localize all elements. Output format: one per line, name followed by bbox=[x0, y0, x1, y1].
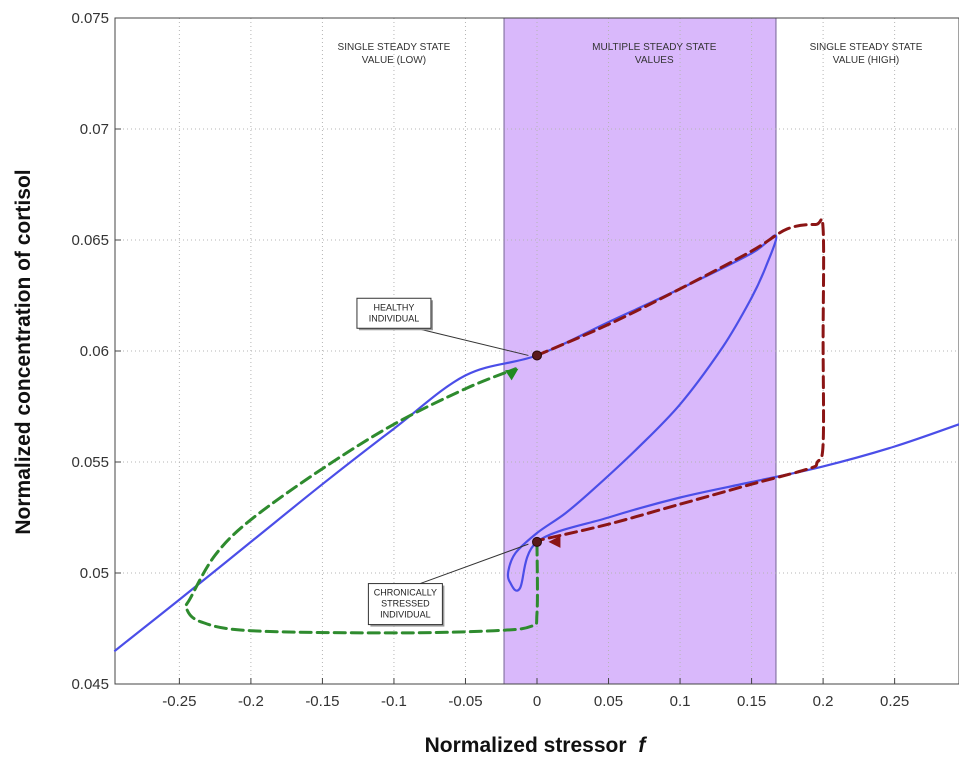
callout-leader-line bbox=[420, 543, 529, 585]
markers-layer bbox=[532, 350, 542, 547]
dashed-trajectory-line bbox=[535, 217, 826, 542]
region-label: VALUE (HIGH) bbox=[833, 55, 900, 66]
y-tick-label: 0.055 bbox=[71, 454, 109, 471]
y-axis-title: Normalized concentration of cortisol bbox=[12, 169, 35, 534]
y-tick-label: 0.05 bbox=[80, 565, 109, 582]
x-tick-label: 0.15 bbox=[737, 693, 766, 710]
series-layer bbox=[113, 217, 959, 652]
callout-text: INDIVIDUAL bbox=[369, 313, 420, 323]
axis-ticks-layer: -0.25 -0.2 -0.15 -0.1 -0.05 0 0.05 0.1 0.15 0.2 0.… bbox=[71, 10, 909, 710]
callout-box bbox=[356, 297, 432, 329]
y-tick-label: 0.065 bbox=[71, 232, 109, 249]
x-axis-title-variable: f bbox=[638, 734, 647, 757]
y-tick-label: 0.06 bbox=[80, 343, 109, 360]
steady-state-curve bbox=[113, 234, 959, 652]
x-tick-label: -0.25 bbox=[162, 693, 196, 710]
point-marker-stressed bbox=[532, 536, 542, 547]
x-tick-label: 0.2 bbox=[813, 693, 834, 710]
grid-layer bbox=[115, 18, 959, 684]
callout-leader-line bbox=[416, 327, 529, 356]
callout-text: HEALTHY bbox=[374, 302, 415, 312]
region-label: MULTIPLE STEADY STATE bbox=[592, 42, 717, 53]
x-tick-label: -0.15 bbox=[305, 693, 339, 710]
x-tick-label: 0.1 bbox=[670, 693, 691, 710]
callout-box bbox=[367, 583, 443, 626]
callout-text: STRESSED bbox=[381, 599, 430, 609]
arrowhead bbox=[505, 368, 519, 381]
x-tick-label: 0 bbox=[533, 693, 541, 710]
dashed-trajectory-line bbox=[184, 367, 539, 635]
annotations-layer: HEALTHYINDIVIDUALCHRONICALLYSTRESSEDINDI… bbox=[356, 297, 529, 627]
x-tick-label: 0.05 bbox=[594, 693, 623, 710]
region-label: VALUES bbox=[635, 55, 674, 66]
region-labels-layer: SINGLE STEADY STATE VALUE (LOW) MULTIPLE S… bbox=[338, 42, 923, 66]
region-label: SINGLE STEADY STATE bbox=[810, 42, 923, 53]
x-tick-label: 0.25 bbox=[880, 693, 909, 710]
x-tick-label: -0.05 bbox=[448, 693, 482, 710]
callout-text: INDIVIDUAL bbox=[380, 610, 431, 620]
arrowhead bbox=[548, 535, 561, 548]
callout-text: CHRONICALLY bbox=[374, 588, 437, 598]
y-tick-label: 0.045 bbox=[71, 676, 109, 693]
x-tick-label: -0.2 bbox=[238, 693, 264, 710]
x-axis-title-main: Normalized stressor bbox=[425, 734, 627, 757]
region-label: VALUE (LOW) bbox=[362, 55, 426, 66]
point-marker-healthy bbox=[532, 350, 542, 361]
y-tick-label: 0.075 bbox=[71, 10, 109, 27]
x-tick-label: -0.1 bbox=[381, 693, 407, 710]
region-label: SINGLE STEADY STATE bbox=[338, 42, 451, 53]
x-axis-title: Normalized stressor f bbox=[425, 734, 648, 757]
y-tick-label: 0.07 bbox=[80, 121, 109, 138]
